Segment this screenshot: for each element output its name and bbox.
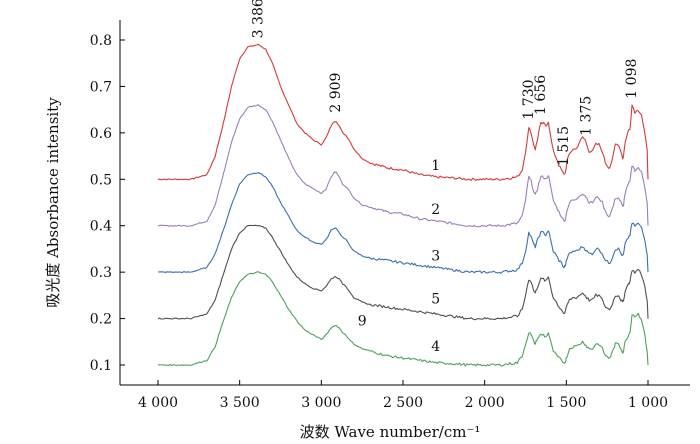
x-ticks: 4 000 3 500 3 000 2 500 2 000 1 500 1 000 — [138, 380, 668, 411]
series-label-5: 5 — [431, 292, 440, 308]
peak-label: 1 375 — [579, 96, 595, 136]
y-tick-label: 0.3 — [90, 265, 112, 281]
x-tick-label: 2 500 — [383, 395, 423, 411]
peak-label: 3 386 — [250, 0, 266, 38]
series-line-5 — [157, 224, 649, 321]
y-tick-label: 0.2 — [90, 312, 112, 328]
axes — [119, 20, 690, 386]
x-tick-label: 1 000 — [628, 395, 668, 411]
y-tick-label: 0.5 — [90, 172, 112, 188]
series-line-3 — [157, 172, 649, 274]
peak-label: 1 098 — [624, 59, 640, 99]
x-tick-label: 3 000 — [301, 395, 341, 411]
series-label-4: 4 — [431, 339, 440, 355]
peak-label: 2 909 — [328, 73, 344, 113]
x-tick-label: 4 000 — [138, 395, 178, 411]
series-line-2 — [157, 104, 649, 228]
x-axis-title: 波数 Wave number/cm⁻¹ — [300, 423, 481, 441]
y-axis-title: 吸光度 Absorbance intensity — [44, 97, 62, 308]
y-ticks: 0.1 0.2 0.3 0.4 0.5 0.6 0.7 0.8 — [90, 33, 125, 374]
series-layer: 1 2 3 5 4 — [157, 43, 649, 367]
y-tick-label: 0.6 — [90, 126, 112, 142]
peak-label: 1 730 — [521, 79, 537, 119]
peak-label: 1 656 — [533, 75, 549, 115]
y-tick-label: 0.1 — [90, 358, 112, 374]
x-tick-label: 3 500 — [220, 395, 260, 411]
series-label-1: 1 — [431, 158, 440, 174]
peak-label: 1 515 — [556, 126, 572, 166]
series-line-1 — [157, 43, 649, 181]
x-tick-label: 1 500 — [546, 395, 586, 411]
annotation-label: 9 — [358, 314, 367, 330]
series-label-3: 3 — [431, 249, 440, 265]
y-tick-label: 0.4 — [90, 219, 112, 235]
series-line-4 — [157, 271, 649, 367]
x-tick-label: 2 000 — [465, 395, 505, 411]
y-tick-label: 0.7 — [90, 79, 112, 95]
y-tick-label: 0.8 — [90, 33, 112, 49]
series-label-2: 2 — [431, 202, 440, 218]
